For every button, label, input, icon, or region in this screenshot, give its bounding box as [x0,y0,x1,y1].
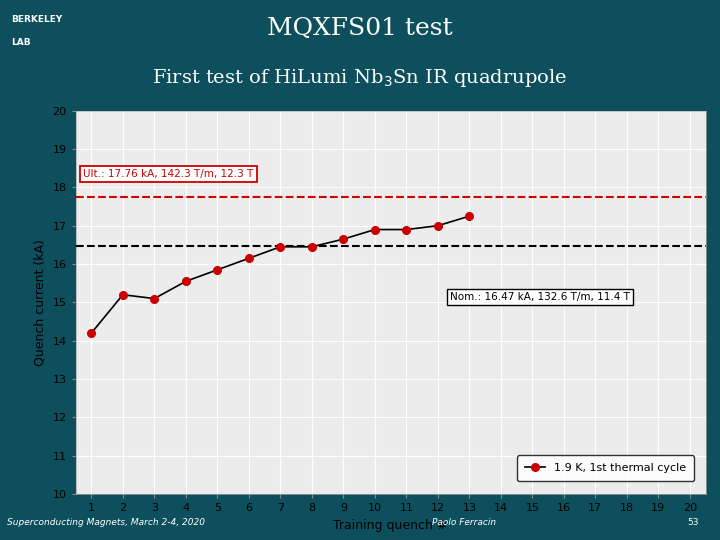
Text: Ult.: 17.76 kA, 142.3 T/m, 12.3 T: Ult.: 17.76 kA, 142.3 T/m, 12.3 T [84,169,253,179]
Text: First test of HiLumi Nb$_3$Sn IR quadrupole: First test of HiLumi Nb$_3$Sn IR quadrup… [153,67,567,89]
Text: MQXFS01 test: MQXFS01 test [267,17,453,39]
Text: Superconducting Magnets, March 2-4, 2020: Superconducting Magnets, March 2-4, 2020 [7,518,205,527]
Y-axis label: Quench current (kA): Quench current (kA) [34,239,47,366]
X-axis label: Training quench #: Training quench # [333,519,448,532]
Text: LAB: LAB [11,38,30,47]
Text: 53: 53 [687,518,698,527]
Legend: 1.9 K, 1st thermal cycle: 1.9 K, 1st thermal cycle [517,455,694,481]
Text: Nom.: 16.47 kA, 132.6 T/m, 11.4 T: Nom.: 16.47 kA, 132.6 T/m, 11.4 T [451,292,630,302]
Text: Paolo Ferracin: Paolo Ferracin [432,518,496,527]
Text: BERKELEY: BERKELEY [11,15,62,24]
